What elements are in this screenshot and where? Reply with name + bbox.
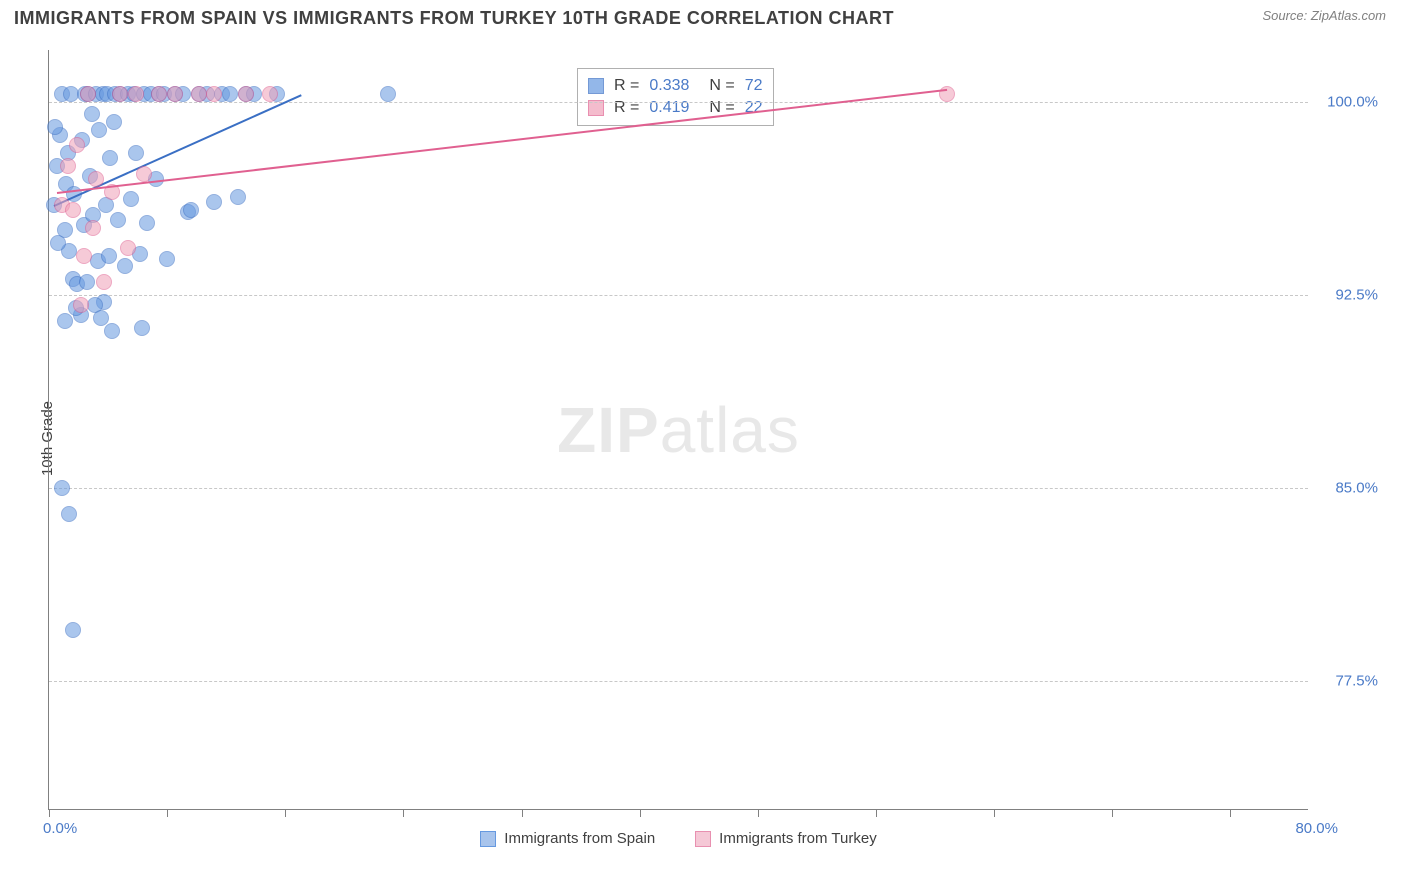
x-tick — [758, 809, 759, 817]
y-tick-label: 92.5% — [1318, 286, 1378, 303]
scatter-point — [206, 86, 222, 102]
x-tick — [522, 809, 523, 817]
scatter-point — [61, 506, 77, 522]
scatter-point — [110, 212, 126, 228]
y-tick-label: 77.5% — [1318, 673, 1378, 690]
scatter-point — [57, 313, 73, 329]
scatter-point — [106, 114, 122, 130]
corr-row: R = 0.419N = 22 — [588, 97, 763, 119]
x-tick — [640, 809, 641, 817]
legend-label: Immigrants from Spain — [504, 830, 655, 847]
scatter-point — [128, 86, 144, 102]
y-tick-label: 85.0% — [1318, 479, 1378, 496]
scatter-point — [79, 274, 95, 290]
scatter-point — [139, 215, 155, 231]
legend-item: Immigrants from Spain — [480, 830, 655, 847]
scatter-point — [60, 158, 76, 174]
scatter-point — [47, 119, 63, 135]
scatter-point — [183, 202, 199, 218]
chart-container: 10th Grade ZIPatlas R = 0.338N = 72R = 0… — [0, 40, 1406, 860]
scatter-point — [50, 235, 66, 251]
scatter-point — [104, 323, 120, 339]
x-tick — [167, 809, 168, 817]
scatter-point — [101, 248, 117, 264]
corr-row: R = 0.338N = 72 — [588, 75, 763, 97]
gridline-h — [49, 681, 1308, 682]
scatter-point — [65, 622, 81, 638]
scatter-point — [65, 202, 81, 218]
scatter-point — [102, 150, 118, 166]
x-tick — [876, 809, 877, 817]
series-swatch — [588, 78, 604, 94]
y-tick-label: 100.0% — [1318, 93, 1378, 110]
legend-label: Immigrants from Turkey — [719, 830, 877, 847]
legend-item: Immigrants from Turkey — [695, 830, 877, 847]
scatter-point — [128, 145, 144, 161]
gridline-h — [49, 102, 1308, 103]
x-tick — [994, 809, 995, 817]
scatter-point — [238, 86, 254, 102]
scatter-point — [159, 251, 175, 267]
correlation-box: R = 0.338N = 72R = 0.419N = 22 — [577, 68, 774, 126]
scatter-point — [117, 258, 133, 274]
scatter-point — [380, 86, 396, 102]
scatter-point — [93, 310, 109, 326]
legend-swatch — [695, 831, 711, 847]
scatter-point — [167, 86, 183, 102]
scatter-point — [206, 194, 222, 210]
scatter-point — [84, 106, 100, 122]
scatter-point — [54, 480, 70, 496]
scatter-point — [112, 86, 128, 102]
watermark: ZIPatlas — [557, 393, 800, 467]
scatter-point — [85, 220, 101, 236]
scatter-point — [222, 86, 238, 102]
scatter-point — [88, 171, 104, 187]
x-tick — [1112, 809, 1113, 817]
chart-title: IMMIGRANTS FROM SPAIN VS IMMIGRANTS FROM… — [14, 8, 894, 29]
scatter-point — [151, 86, 167, 102]
scatter-point — [76, 248, 92, 264]
plot-area: ZIPatlas R = 0.338N = 72R = 0.419N = 22 … — [48, 50, 1308, 810]
gridline-h — [49, 295, 1308, 296]
scatter-point — [123, 191, 139, 207]
scatter-point — [136, 166, 152, 182]
scatter-point — [80, 86, 96, 102]
gridline-h — [49, 488, 1308, 489]
x-tick — [1230, 809, 1231, 817]
x-tick — [403, 809, 404, 817]
scatter-point — [120, 240, 136, 256]
scatter-point — [73, 297, 89, 313]
scatter-point — [134, 320, 150, 336]
scatter-point — [69, 137, 85, 153]
legend-swatch — [480, 831, 496, 847]
x-tick — [49, 809, 50, 817]
source-label: Source: ZipAtlas.com — [1262, 8, 1386, 23]
trend-line — [57, 89, 947, 194]
x-tick — [285, 809, 286, 817]
bottom-legend: Immigrants from Spain Immigrants from Tur… — [49, 830, 1308, 847]
scatter-point — [262, 86, 278, 102]
scatter-point — [96, 274, 112, 290]
scatter-point — [191, 86, 207, 102]
scatter-point — [230, 189, 246, 205]
